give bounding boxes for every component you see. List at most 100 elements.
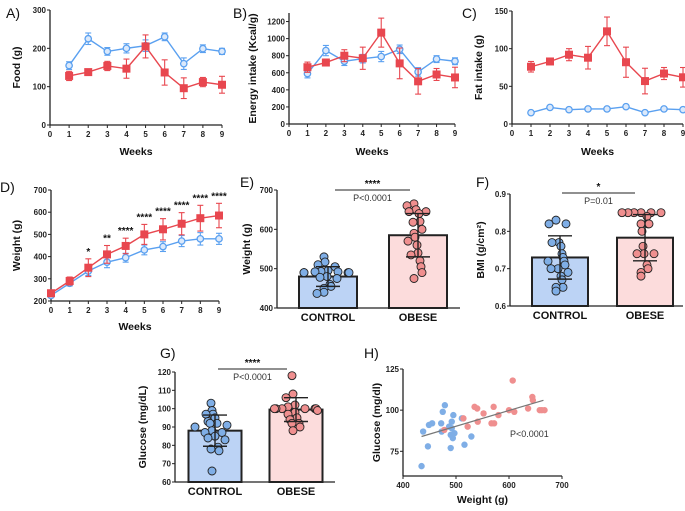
x-tick-label: 1 bbox=[529, 129, 534, 138]
category-label: CONTROL bbox=[301, 312, 356, 324]
panel-label: G) bbox=[160, 345, 176, 361]
data-point bbox=[420, 428, 426, 434]
y-tick-label: 0 bbox=[281, 120, 286, 129]
data-point bbox=[161, 34, 167, 40]
p-value: P<0.0001 bbox=[353, 193, 392, 203]
y-tick-label: 400 bbox=[260, 304, 274, 313]
data-point bbox=[202, 410, 210, 418]
data-point bbox=[557, 242, 565, 250]
data-point bbox=[197, 215, 204, 222]
data-point bbox=[304, 64, 311, 71]
data-point bbox=[642, 78, 649, 85]
data-point bbox=[197, 236, 203, 242]
data-point bbox=[378, 29, 385, 36]
data-point bbox=[161, 69, 168, 76]
data-point bbox=[452, 58, 458, 64]
data-point bbox=[85, 69, 92, 76]
x-tick-label: 3 bbox=[105, 130, 110, 139]
y-tick-label: 50 bbox=[499, 82, 508, 91]
series-obese bbox=[528, 17, 685, 94]
data-point bbox=[618, 209, 626, 217]
data-point bbox=[216, 236, 222, 242]
x-tick-label: 0 bbox=[48, 130, 53, 139]
data-point bbox=[288, 419, 296, 427]
data-point bbox=[461, 442, 467, 448]
y-tick-label: 120 bbox=[158, 368, 172, 377]
data-point bbox=[566, 51, 573, 58]
y-tick-label: 400 bbox=[34, 253, 48, 262]
data-point bbox=[123, 65, 130, 72]
significance-marker: **** bbox=[193, 193, 209, 204]
series-obese bbox=[48, 203, 223, 296]
y-axis-label: Food (g) bbox=[11, 47, 23, 89]
data-point bbox=[322, 59, 329, 66]
data-point bbox=[637, 220, 645, 228]
data-point bbox=[547, 58, 554, 65]
data-point bbox=[178, 238, 184, 244]
x-tick-label: 9 bbox=[681, 129, 685, 138]
data-point bbox=[271, 405, 279, 413]
data-point bbox=[449, 418, 455, 424]
y-tick-label: 200 bbox=[33, 44, 47, 53]
data-point bbox=[639, 242, 647, 250]
data-point bbox=[323, 47, 329, 53]
data-point bbox=[141, 247, 147, 253]
data-point bbox=[525, 405, 531, 411]
bar-control bbox=[299, 253, 357, 308]
x-axis-label: Weeks bbox=[581, 146, 614, 158]
y-tick-label: 90 bbox=[162, 423, 171, 432]
data-point bbox=[142, 43, 149, 50]
significance-stars: **** bbox=[365, 179, 381, 190]
data-point bbox=[378, 53, 384, 59]
x-tick-label: 3 bbox=[105, 306, 110, 315]
x-tick-label: 5 bbox=[605, 129, 610, 138]
data-point bbox=[680, 74, 685, 81]
panel-label: H) bbox=[364, 345, 379, 361]
category-label: OBESE bbox=[626, 310, 665, 322]
x-tick-label: 9 bbox=[453, 129, 458, 138]
y-tick-label: 100 bbox=[386, 406, 400, 415]
bar-obese bbox=[617, 209, 673, 306]
data-point bbox=[341, 52, 348, 59]
significance-marker: **** bbox=[118, 226, 134, 237]
bar-obese bbox=[389, 200, 447, 308]
x-tick-label: 8 bbox=[198, 306, 203, 315]
data-point bbox=[191, 423, 199, 431]
data-point bbox=[66, 72, 73, 79]
series-control bbox=[48, 233, 222, 299]
data-point bbox=[545, 220, 553, 228]
data-point bbox=[123, 45, 129, 51]
data-point bbox=[104, 62, 111, 69]
data-point bbox=[637, 272, 645, 280]
data-point bbox=[442, 402, 448, 408]
y-tick-label: 100 bbox=[158, 405, 172, 414]
data-point bbox=[104, 48, 110, 54]
data-point bbox=[541, 407, 547, 413]
data-point bbox=[418, 269, 426, 277]
significance-marker: * bbox=[86, 247, 90, 258]
data-point bbox=[409, 218, 417, 226]
y-tick-label: 75 bbox=[390, 447, 399, 456]
y-tick-label: 600 bbox=[272, 69, 286, 78]
y-tick-label: 0.7 bbox=[495, 265, 507, 274]
data-point bbox=[66, 62, 72, 68]
significance-marker: **** bbox=[155, 207, 171, 218]
data-point bbox=[404, 237, 412, 245]
significance-marker: **** bbox=[174, 201, 190, 212]
data-point bbox=[480, 410, 486, 416]
y-tick-label: 600 bbox=[260, 225, 274, 234]
x-tick-label: 2 bbox=[324, 129, 329, 138]
y-tick-label: 500 bbox=[260, 265, 274, 274]
y-tick-label: 110 bbox=[158, 386, 171, 395]
data-point bbox=[333, 275, 341, 283]
x-tick-label: 5 bbox=[379, 129, 384, 138]
data-point bbox=[160, 243, 166, 249]
data-point bbox=[396, 60, 403, 67]
data-point bbox=[680, 106, 685, 112]
p-value: P<0.0001 bbox=[233, 372, 272, 382]
data-point bbox=[645, 220, 653, 228]
